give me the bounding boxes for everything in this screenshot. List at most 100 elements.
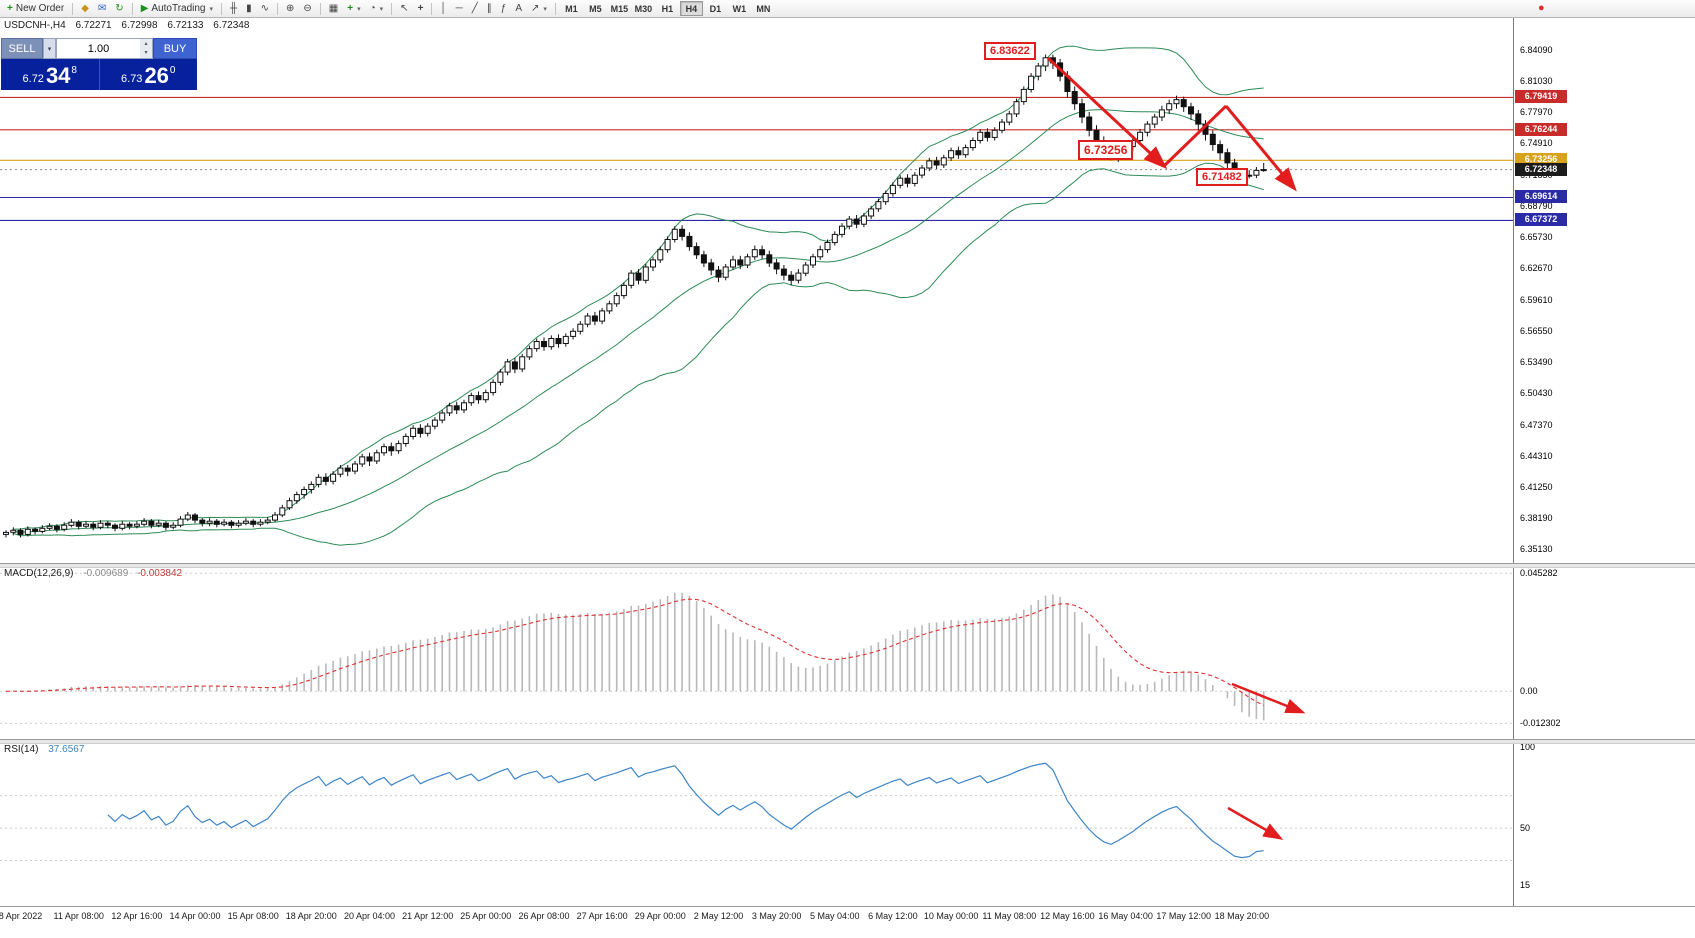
- volume-increase-button[interactable]: ▴: [140, 39, 152, 49]
- annotation-low-price[interactable]: 6.71482: [1196, 168, 1248, 186]
- timeframe-d1-button[interactable]: D1: [704, 1, 727, 16]
- timeframe-m5-button[interactable]: M5: [584, 1, 607, 16]
- candlestick-chart[interactable]: [0, 18, 1513, 563]
- price-tag: 6.76244: [1515, 122, 1567, 136]
- time-axis-label: 16 May 04:00: [1098, 911, 1153, 921]
- horizontal-line-button[interactable]: ─: [452, 1, 467, 16]
- tile-windows-button[interactable]: ▦: [325, 1, 342, 16]
- arrow-tool-icon: ↗: [531, 2, 540, 14]
- open-value: 6.72271: [75, 20, 112, 31]
- zoom-in-button[interactable]: ⊕: [282, 1, 298, 16]
- one-click-trading-widget: SELL ▾ ▴ ▾ BUY 6.72 34 8: [1, 38, 197, 90]
- price-axis-label: 6.50430: [1520, 388, 1553, 399]
- sell-price-small: 6.72: [22, 73, 44, 85]
- time-axis-label: 12 May 16:00: [1040, 911, 1095, 921]
- rsi-panel[interactable]: 100 50 15 RSI(14) 37.6567: [0, 742, 1695, 906]
- buy-price-button[interactable]: 6.73 26 0: [100, 59, 198, 90]
- annotation-high-price[interactable]: 6.83622: [984, 42, 1036, 60]
- crosshair-button[interactable]: +: [414, 1, 428, 16]
- timeframe-h1-button[interactable]: H1: [656, 1, 679, 16]
- high-value: 6.72998: [121, 20, 158, 31]
- price-divider: [98, 59, 100, 90]
- line-chart-button[interactable]: ∿: [257, 1, 273, 16]
- fibonacci-icon: ƒ: [500, 2, 507, 14]
- volume-input[interactable]: [57, 39, 140, 58]
- time-axis-label: 20 Apr 04:00: [343, 911, 396, 921]
- price-axis[interactable]: 6.840906.810306.779706.749106.718506.687…: [1513, 18, 1695, 563]
- volume-field: ▴ ▾: [56, 38, 153, 59]
- toolbar-separator: [554, 2, 556, 15]
- close-value: 6.72348: [213, 20, 250, 31]
- trendline-button[interactable]: ╱: [468, 1, 482, 16]
- fibonacci-button[interactable]: ƒ: [497, 1, 511, 16]
- price-chart-panel[interactable]: 6.840906.810306.779706.749106.718506.687…: [0, 18, 1695, 563]
- time-axis-label: 6 May 12:00: [868, 911, 918, 921]
- new-chart-button[interactable]: + ▾: [343, 1, 364, 16]
- record-icon[interactable]: ●: [1538, 2, 1545, 14]
- symbol-label: USDCNH-,H4: [4, 20, 66, 31]
- panel-splitter[interactable]: [0, 563, 1695, 568]
- horizontal-line-icon: ─: [455, 2, 463, 14]
- time-axis-label: 11 May 08:00: [982, 911, 1037, 921]
- time-axis-label: 2 May 12:00: [693, 911, 744, 921]
- timeframe-m1-button[interactable]: M1: [560, 1, 583, 16]
- chart-ohlc-header: USDCNH-,H4 6.72271 6.72998 6.72133 6.723…: [4, 20, 249, 31]
- cursor-icon: ↖: [400, 2, 409, 14]
- rsi-axis[interactable]: 100 50 15: [1513, 742, 1695, 906]
- chevron-down-icon: ▾: [543, 5, 547, 13]
- volume-decrease-button[interactable]: ▾: [140, 48, 152, 58]
- ohlc-bars-button[interactable]: ╫: [226, 1, 241, 16]
- price-axis-label: 6.56550: [1520, 325, 1553, 336]
- sell-button[interactable]: SELL: [1, 38, 43, 59]
- price-tag: 6.67372: [1515, 213, 1567, 227]
- mailbox-button[interactable]: ✉: [94, 1, 110, 16]
- autotrading-button[interactable]: ▶ AutoTrading ▾: [137, 1, 217, 16]
- time-axis-label: 26 Apr 08:00: [518, 911, 570, 921]
- time-axis-label: 8 Apr 2022: [0, 911, 43, 921]
- macd-chart[interactable]: [0, 566, 1513, 739]
- rsi-header: RSI(14) 37.6567: [4, 744, 84, 755]
- text-tool-button[interactable]: A: [511, 1, 526, 16]
- trendline-icon: ╱: [471, 2, 478, 14]
- line-chart-icon: ∿: [260, 2, 270, 14]
- timeframe-mn-button[interactable]: MN: [752, 1, 775, 16]
- symbols-button[interactable]: ◆: [77, 1, 93, 16]
- channel-button[interactable]: ∥: [483, 1, 496, 16]
- zoom-out-button[interactable]: ⊖: [299, 1, 315, 16]
- cursor-button[interactable]: ↖: [396, 1, 412, 16]
- buy-price-small: 6.73: [121, 73, 143, 85]
- timeframe-h4-button[interactable]: H4: [679, 1, 703, 16]
- rsi-axis-label: 15: [1520, 879, 1531, 890]
- new-order-button[interactable]: + New Order: [3, 1, 68, 16]
- buy-button[interactable]: BUY: [153, 38, 197, 59]
- timeframe-m15-button[interactable]: M15: [608, 1, 631, 16]
- price-axis-label: 6.81030: [1520, 75, 1553, 86]
- timeframe-w1-button[interactable]: W1: [728, 1, 751, 16]
- timeframe-m30-button[interactable]: M30: [632, 1, 655, 16]
- macd-axis[interactable]: 0.045282 0.00 -0.012302: [1513, 566, 1695, 739]
- price-axis-label: 6.65730: [1520, 232, 1553, 243]
- price-tag: 6.72348: [1515, 162, 1567, 176]
- toolbar-separator: [431, 2, 433, 15]
- arrows-tool-button[interactable]: ↗ ▾: [527, 1, 551, 16]
- sell-price-button[interactable]: 6.72 34 8: [1, 59, 99, 90]
- time-axis-label: 11 Apr 08:00: [53, 911, 104, 921]
- refresh-button[interactable]: ↻: [111, 1, 127, 16]
- price-axis-label: 6.77970: [1520, 107, 1553, 118]
- toolbar-separator: [277, 2, 279, 15]
- refresh-icon: ↻: [115, 2, 124, 14]
- rsi-chart[interactable]: [0, 742, 1513, 906]
- panel-splitter[interactable]: [0, 739, 1695, 744]
- vertical-line-button[interactable]: │: [436, 1, 450, 16]
- macd-panel[interactable]: 0.045282 0.00 -0.012302 MACD(12,26,9) -0.0…: [0, 566, 1695, 739]
- zoom-in-icon: ⊕: [286, 2, 295, 14]
- volume-dropdown-button[interactable]: ▾: [43, 38, 56, 59]
- annotation-support-price[interactable]: 6.73256: [1078, 140, 1134, 160]
- candlestick-chart-button[interactable]: ▮: [242, 1, 256, 16]
- time-axis-label: 3 May 20:00: [751, 911, 802, 921]
- time-axis[interactable]: 8 Apr 2022 11 Apr 08:00 12 Apr 16:00 14 Apr…: [0, 906, 1695, 938]
- clock-button[interactable]: ◔ ▾: [366, 1, 388, 16]
- price-axis-label: 6.53490: [1520, 357, 1553, 368]
- macd-axis-label: 0.045282: [1520, 568, 1558, 579]
